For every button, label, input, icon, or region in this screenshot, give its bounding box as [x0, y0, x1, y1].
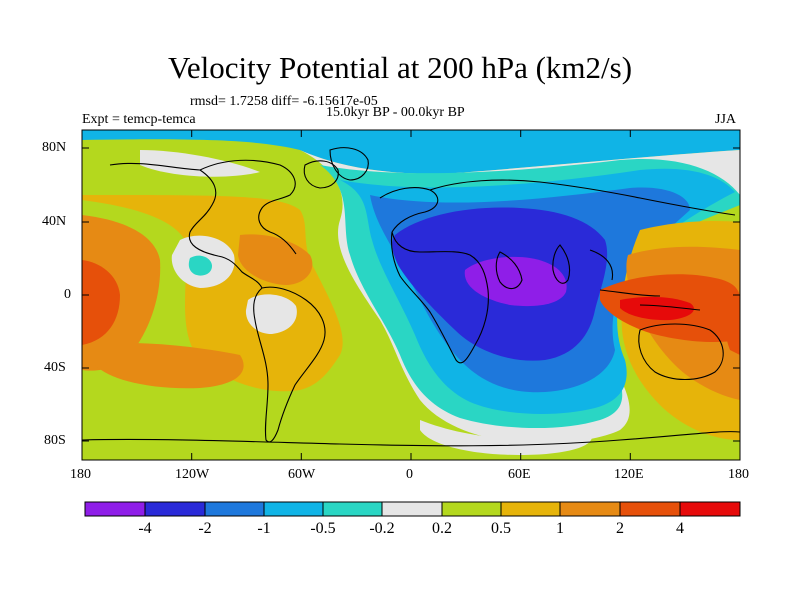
colorbar-label: 0.5: [491, 520, 511, 537]
lat-tick-label: 0: [64, 287, 71, 302]
colorbar-swatch-5: [322, 501, 383, 517]
lat-tick-label: 40S: [44, 360, 66, 375]
colorbar-label: -4: [138, 520, 152, 537]
colorbar-label: 4: [676, 520, 684, 537]
colorbar: [84, 501, 741, 517]
velocity-potential-field: [82, 130, 740, 460]
lon-tick-label: 180: [70, 467, 91, 482]
coastlines: [82, 147, 740, 447]
lat-tick-label: 80N: [42, 140, 67, 155]
lon-tick-label: 180: [728, 467, 749, 482]
field-c11-east: [620, 296, 694, 321]
colorbar-swatch-3: [204, 501, 265, 517]
colorbar-swatch-10: [619, 501, 681, 517]
season-label: JJA: [715, 112, 737, 127]
field-c4-arctic-cap: [300, 130, 740, 166]
axis-ticks: [81, 130, 741, 460]
colorbar-label: -1: [257, 520, 271, 537]
colorbar-label: -0.5: [310, 520, 336, 537]
colorbar-swatch-4: [263, 501, 324, 517]
field-c6-blob-b: [245, 294, 297, 334]
lon-tick-label: 60E: [508, 467, 531, 482]
field-c9-caribbean: [238, 234, 313, 285]
field-c1-core: [464, 256, 567, 307]
lat-tick-label: 40N: [42, 214, 67, 229]
colorbar-label: 1: [556, 520, 564, 537]
lon-tick-label: 60W: [288, 467, 316, 482]
colorbar-swatch-6: [381, 501, 443, 517]
expt-label: Expt = temcp-temca: [82, 112, 196, 127]
field-c6-arctic: [140, 150, 260, 177]
field-c10-pacific: [82, 260, 120, 345]
colorbar-label: -2: [198, 520, 212, 537]
colorbar-swatch-1: [84, 501, 146, 517]
colorbar-swatch-7: [441, 501, 502, 517]
colorbar-label: 2: [616, 520, 624, 537]
colorbar-label: -0.2: [369, 520, 395, 537]
lon-tick-label: 0: [406, 467, 413, 482]
stats-line: rmsd= 1.7258 diff= -6.15617e-05: [190, 94, 378, 109]
lat-tick-label: 80S: [44, 433, 66, 448]
plot-title: Velocity Potential at 200 hPa (km2/s): [167, 50, 633, 85]
colorbar-swatch-11: [679, 501, 741, 517]
colorbar-swatch-2: [144, 501, 206, 517]
field-c10-edge: [725, 300, 740, 355]
colorbar-label: 0.2: [432, 520, 452, 537]
field-c9-south-pacific: [95, 343, 244, 389]
period-label: 15.0kyr BP - 00.0kyr BP: [326, 105, 465, 120]
field-c5-blob: [188, 255, 212, 276]
colorbar-swatch-8: [500, 501, 561, 517]
lon-tick-label: 120E: [614, 467, 644, 482]
colorbar-swatch-9: [559, 501, 621, 517]
lon-tick-label: 120W: [175, 467, 210, 482]
